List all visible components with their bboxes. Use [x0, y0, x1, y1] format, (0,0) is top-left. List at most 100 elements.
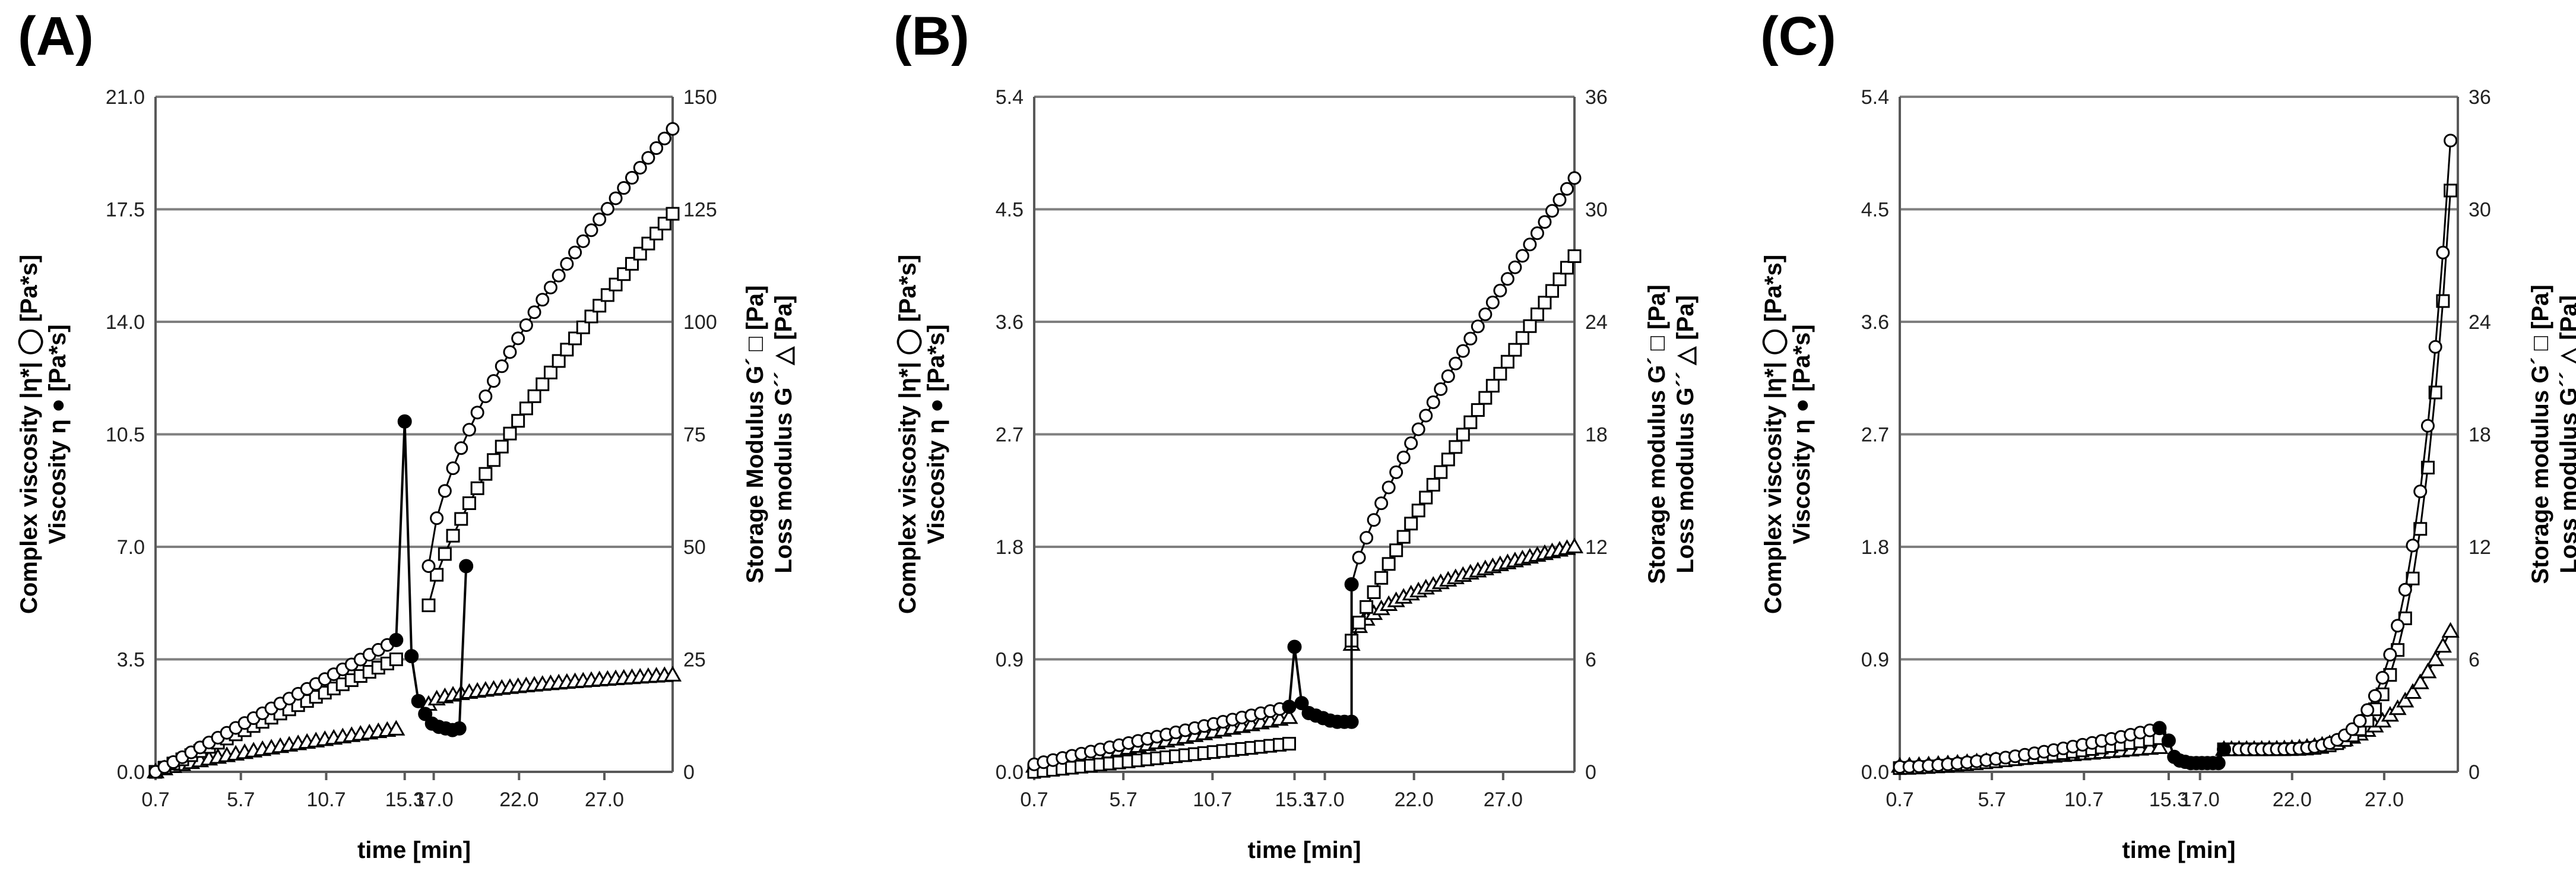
- data-point: [2428, 385, 2442, 400]
- series-circle: [148, 122, 680, 779]
- y-tick-label-left: 0.9: [996, 649, 1024, 672]
- y-tick-label-right: 36: [2469, 86, 2491, 109]
- y-axis-title-right-line1: Storage Modulus G´ □ [Pa]: [742, 286, 768, 584]
- series-square: [148, 207, 680, 779]
- data-point: [2434, 636, 2452, 653]
- y-tick-label-right: 6: [2469, 649, 2480, 672]
- data-point: [479, 467, 493, 481]
- data-point: [2436, 245, 2450, 259]
- data-point: [1352, 616, 1366, 630]
- data-point: [511, 331, 525, 346]
- data-point: [418, 707, 433, 721]
- data-point: [1441, 452, 1455, 467]
- series-filled-circle: [1282, 577, 1359, 729]
- data-point: [1485, 379, 1500, 393]
- data-point: [1449, 356, 1463, 370]
- x-tick-label: 15.3: [2149, 788, 2188, 811]
- x-axis-title: time [min]: [1247, 837, 1361, 863]
- data-point: [649, 141, 664, 155]
- data-point: [452, 721, 467, 736]
- y-tick-label-right: 18: [2469, 424, 2491, 446]
- data-point: [609, 277, 623, 292]
- data-point: [2353, 714, 2367, 728]
- data-point: [2217, 742, 2232, 757]
- data-point: [1280, 708, 1298, 724]
- x-axis-title: time [min]: [2122, 837, 2235, 863]
- data-point: [1515, 249, 1529, 263]
- data-point: [2345, 722, 2359, 736]
- data-point: [1538, 215, 1552, 229]
- x-tick-label: 10.7: [306, 788, 346, 811]
- y-tick-label-right: 150: [683, 86, 717, 109]
- data-point: [503, 345, 517, 359]
- series-triangle: [146, 666, 682, 778]
- data-point: [1500, 272, 1514, 286]
- data-point: [1282, 737, 1296, 751]
- y-tick-label-left: 5.4: [996, 86, 1024, 109]
- y-axis-title-left-line1: Complex viscosity |η*| ◯ [Pa*s]: [1760, 255, 1788, 614]
- data-point: [552, 354, 566, 368]
- y-tick-label-left: 0.0: [117, 761, 145, 784]
- data-point: [1523, 237, 1537, 252]
- data-point: [568, 331, 582, 346]
- y-tick-label-left: 0.0: [996, 761, 1024, 784]
- data-point: [1404, 436, 1418, 450]
- data-point: [584, 223, 598, 237]
- data-point: [1382, 557, 1396, 571]
- x-tick-label: 15.3: [1275, 788, 1314, 811]
- data-point: [462, 496, 476, 511]
- data-point: [430, 568, 444, 582]
- data-point: [387, 720, 405, 736]
- y-tick-label-left: 21.0: [106, 86, 145, 109]
- panel-label: (C): [1760, 6, 1836, 66]
- data-point: [404, 649, 419, 664]
- y-tick-label-left: 4.5: [1861, 199, 1889, 221]
- y-axis-title-right-line2: Loss modulus G´´ △ [Pa]: [771, 295, 797, 574]
- y-axis-title-left-line2: Viscosity η ● [Pa*s]: [923, 324, 949, 544]
- data-point: [592, 213, 607, 227]
- data-point: [1382, 480, 1396, 495]
- data-point: [2426, 650, 2445, 666]
- y-tick-label-left: 3.5: [117, 649, 145, 672]
- y-tick-label-right: 24: [2469, 311, 2491, 334]
- data-point: [487, 453, 501, 467]
- data-point: [666, 122, 680, 136]
- data-point: [600, 288, 614, 302]
- y-tick-label-right: 12: [1585, 536, 1608, 559]
- data-point: [1411, 422, 1425, 436]
- data-point: [511, 414, 525, 428]
- data-point: [1552, 272, 1567, 286]
- data-point: [1530, 307, 1544, 321]
- data-point: [1567, 171, 1582, 185]
- y-tick-label-right: 12: [2469, 536, 2491, 559]
- y-tick-label-right: 0: [2469, 761, 2480, 784]
- series-filled-circle: [2152, 721, 2232, 771]
- x-tick-label: 0.7: [141, 788, 169, 811]
- data-point: [422, 598, 436, 613]
- data-point: [1367, 585, 1381, 599]
- data-point: [633, 161, 647, 175]
- data-point: [2398, 582, 2412, 597]
- data-point: [389, 633, 404, 648]
- data-point: [2403, 683, 2422, 699]
- y-tick-label-right: 50: [683, 536, 706, 559]
- data-point: [2396, 692, 2415, 708]
- y-tick-label-left: 10.5: [106, 424, 145, 446]
- y-tick-label-left: 5.4: [1861, 86, 1889, 109]
- series-circle: [1893, 134, 2458, 774]
- data-point: [1456, 427, 1470, 442]
- data-point: [1294, 696, 1309, 711]
- x-tick-label: 10.7: [2064, 788, 2103, 811]
- y-tick-label-left: 2.7: [996, 424, 1024, 446]
- data-point: [411, 693, 426, 708]
- y-axis-title-right-line1: Storage modulus G´ □ [Pa]: [2527, 284, 2553, 584]
- x-tick-label: 17.0: [2181, 788, 2220, 811]
- data-point: [2420, 461, 2435, 475]
- x-tick-label: 27.0: [585, 788, 624, 811]
- data-point: [1419, 408, 1433, 423]
- data-point: [1419, 490, 1433, 505]
- data-point: [470, 481, 484, 495]
- data-point: [1565, 537, 1584, 553]
- data-point: [1441, 369, 1455, 384]
